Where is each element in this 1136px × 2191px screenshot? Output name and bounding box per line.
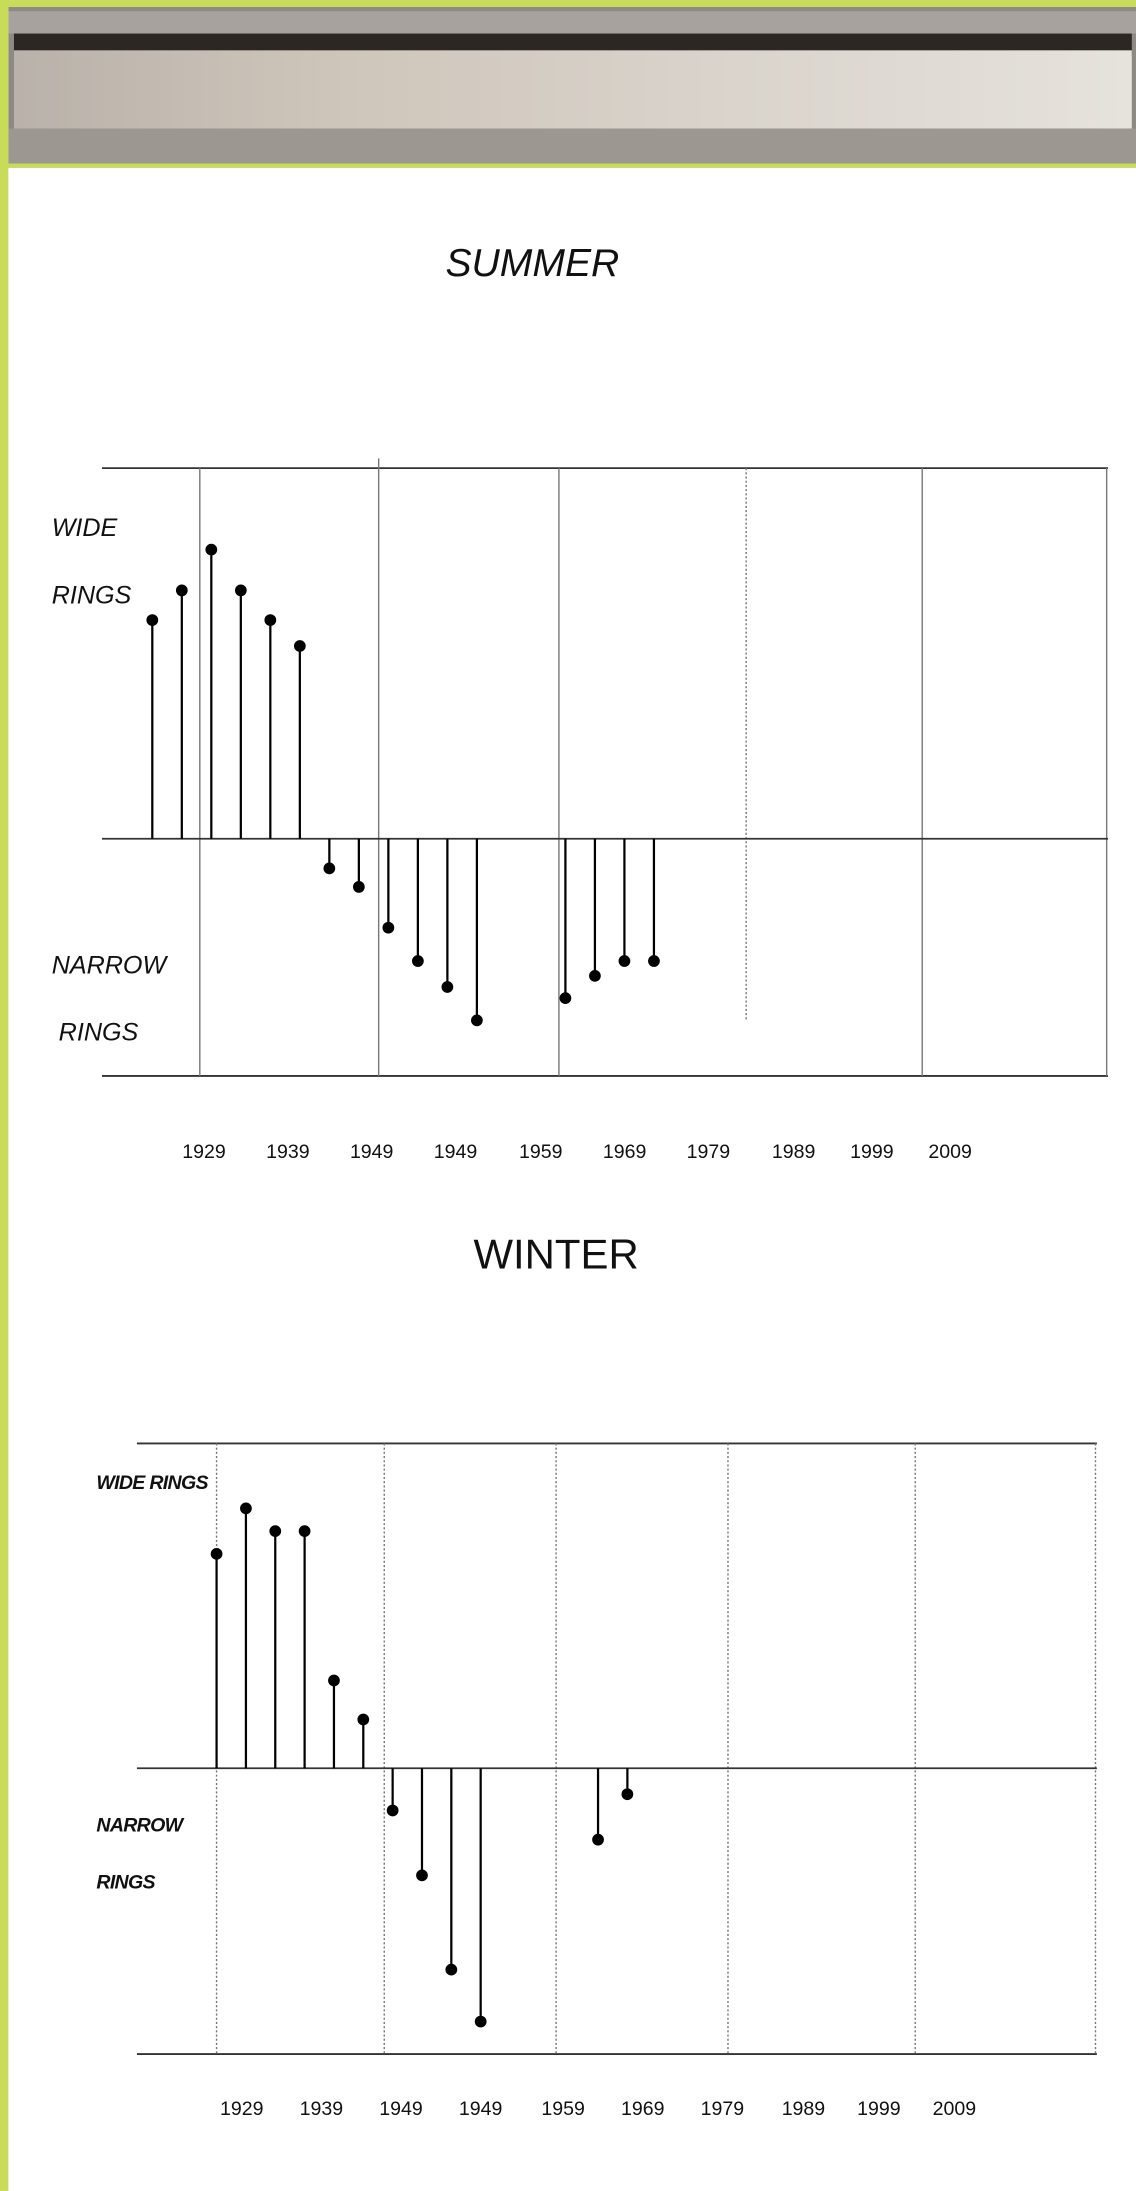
x-tick-label: 1989 bbox=[782, 2098, 825, 2120]
stem-dot bbox=[269, 1525, 282, 1537]
stem-dot bbox=[175, 584, 188, 597]
x-tick-label: 1949 bbox=[379, 2098, 422, 2120]
stem-dot bbox=[648, 955, 660, 967]
border bbox=[0, 0, 1136, 8]
stem-dot bbox=[445, 1963, 458, 1976]
stem-dot bbox=[205, 543, 218, 556]
chart-title: WINTER bbox=[473, 1231, 638, 1278]
stem-dot bbox=[382, 921, 395, 934]
x-tick-label: 2009 bbox=[928, 1141, 971, 1163]
x-tick-label: 1929 bbox=[220, 2098, 263, 2120]
stem-dot bbox=[592, 1833, 604, 1846]
border bbox=[0, 163, 1136, 168]
stem-dot bbox=[323, 862, 336, 875]
x-tick-label: 1999 bbox=[850, 1141, 893, 1163]
y-label: NARROW bbox=[52, 952, 169, 980]
x-tick-label: 1999 bbox=[857, 2098, 900, 2120]
y-label: WIDE RINGS bbox=[96, 1472, 208, 1494]
x-tick-label: 2009 bbox=[933, 2098, 976, 2120]
x-tick-label: 1939 bbox=[266, 1141, 309, 1163]
y-label: NARROW bbox=[96, 1814, 184, 1836]
x-tick-label: 1949 bbox=[434, 1141, 477, 1163]
stem-dot bbox=[298, 1525, 311, 1537]
y-label: RINGS bbox=[96, 1872, 155, 1894]
stem-dot bbox=[441, 981, 454, 993]
stem-dot bbox=[264, 614, 277, 626]
y-label: RINGS bbox=[52, 581, 132, 609]
x-tick-label: 1929 bbox=[182, 1141, 225, 1163]
stem-dot bbox=[146, 614, 159, 626]
stem-dot bbox=[328, 1674, 340, 1687]
stem-dot bbox=[357, 1713, 370, 1726]
stem-dot bbox=[474, 2015, 487, 2028]
y-label: WIDE bbox=[52, 514, 118, 542]
stem-dot bbox=[416, 1869, 428, 1882]
chart-title: SUMMER bbox=[445, 242, 619, 285]
stem-dot bbox=[234, 584, 247, 597]
x-tick-label: 1969 bbox=[603, 1141, 646, 1163]
x-tick-label: 1949 bbox=[350, 1141, 393, 1163]
stem-dot bbox=[621, 1788, 634, 1801]
x-tick-label: 1949 bbox=[459, 2098, 502, 2120]
x-tick-label: 1959 bbox=[519, 1141, 562, 1163]
x-tick-label: 1939 bbox=[300, 2098, 343, 2120]
stem-dot bbox=[412, 955, 424, 967]
border bbox=[0, 0, 9, 2191]
x-tick-label: 1989 bbox=[772, 1141, 815, 1163]
x-tick-label: 1959 bbox=[541, 2098, 584, 2120]
stem-dot bbox=[293, 640, 306, 652]
x-tick-label: 1979 bbox=[701, 2098, 744, 2120]
stem-dot bbox=[471, 1014, 483, 1027]
stem-dot bbox=[589, 970, 601, 982]
stem-dot bbox=[618, 955, 631, 967]
y-label: RINGS bbox=[59, 1019, 139, 1047]
wood-photo bbox=[8, 7, 1136, 168]
stem-dot bbox=[352, 881, 365, 893]
stem-dot bbox=[559, 992, 572, 1004]
stem-dot bbox=[386, 1804, 399, 1817]
stem-dot bbox=[240, 1502, 252, 1515]
x-tick-label: 1979 bbox=[687, 1141, 730, 1163]
stem-dot bbox=[210, 1547, 223, 1560]
x-tick-label: 1969 bbox=[621, 2098, 664, 2120]
